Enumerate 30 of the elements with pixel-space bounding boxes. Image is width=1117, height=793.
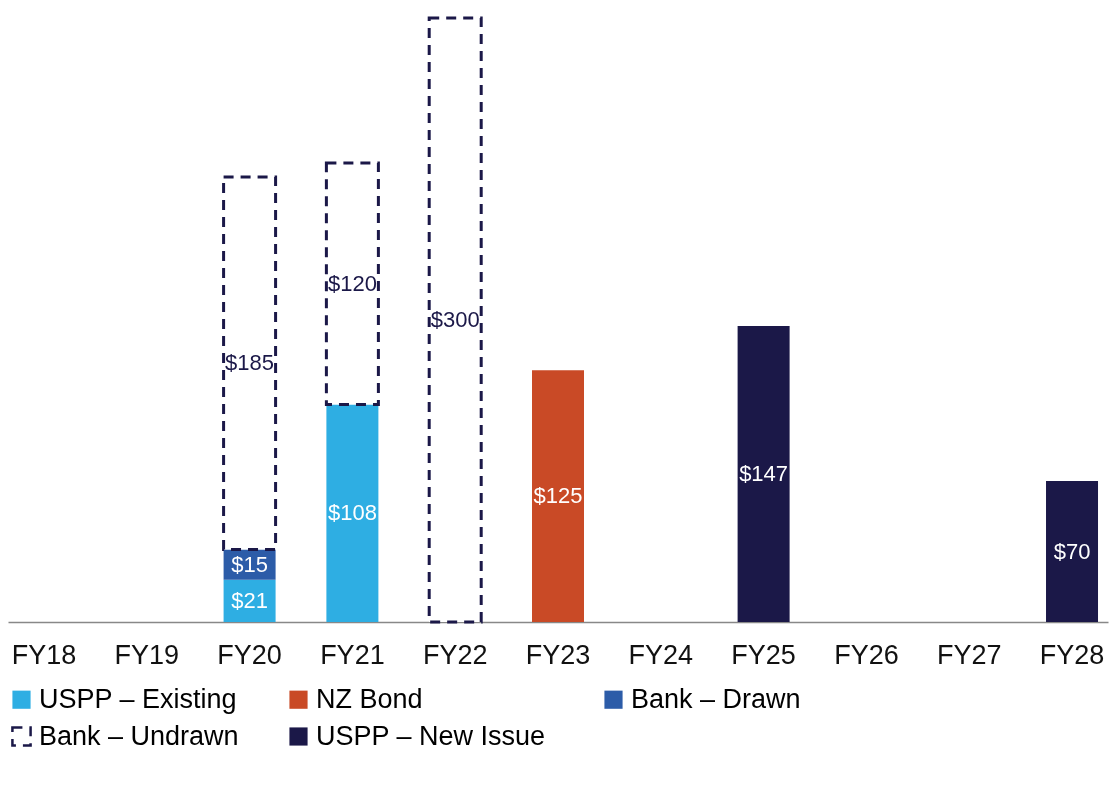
bar <box>532 370 584 622</box>
bar <box>326 404 379 622</box>
data-label: $108 <box>327 500 377 526</box>
legend-label: Bank – Drawn <box>631 683 801 714</box>
data-label: $120 <box>327 270 377 296</box>
data-label: $125 <box>533 483 583 509</box>
legend-label: USPP – New Issue <box>316 720 546 751</box>
bar <box>737 326 790 622</box>
x-tick-label: FY28 <box>1039 639 1105 670</box>
x-tick-label: FY18 <box>11 639 77 670</box>
x-tick-label: FY20 <box>217 639 282 670</box>
bar <box>1046 481 1099 622</box>
x-tick-label: FY26 <box>834 639 899 670</box>
data-label: $21 <box>231 587 268 613</box>
x-tick-label: FY19 <box>114 639 180 670</box>
data-label: $185 <box>225 350 275 376</box>
x-tick-label: FY23 <box>525 639 591 670</box>
x-tick-label: FY27 <box>936 639 1002 670</box>
legend-label: NZ Bond <box>316 683 423 714</box>
bar <box>427 16 483 624</box>
data-label: $300 <box>430 307 480 333</box>
x-tick-label: FY24 <box>628 639 694 670</box>
data-label: $147 <box>739 461 789 487</box>
data-label: $70 <box>1053 538 1091 564</box>
x-tick-label: FY25 <box>731 639 796 670</box>
legend-label: USPP – Existing <box>39 683 237 714</box>
data-label: $15 <box>231 551 268 577</box>
x-tick-label: FY21 <box>320 639 385 670</box>
x-tick-label: FY22 <box>422 639 488 670</box>
legend-label: Bank – Undrawn <box>39 720 239 751</box>
